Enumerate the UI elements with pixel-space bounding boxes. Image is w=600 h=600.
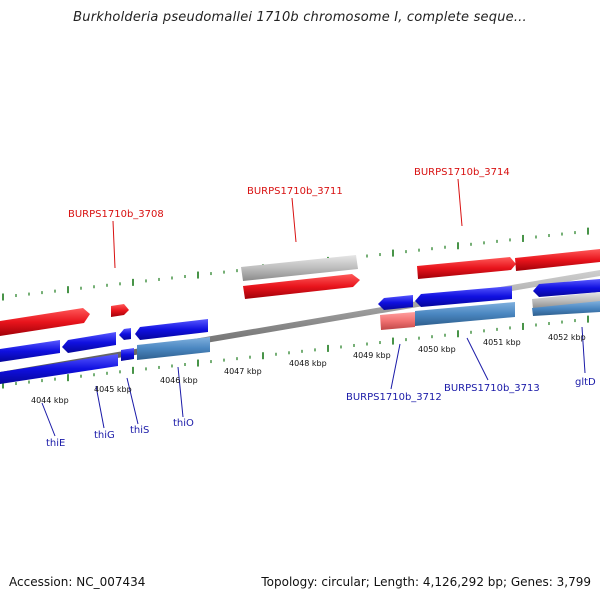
- label-leader-lines: [41, 178, 586, 437]
- map-title: Burkholderia pseudomallei 1710b chromoso…: [73, 10, 527, 25]
- leader-line: [112, 220, 116, 269]
- reverse-gene[interactable]: [62, 332, 116, 353]
- reverse-gene-thiS[interactable]: [119, 328, 131, 340]
- reverse-gene-label[interactable]: gltD: [575, 377, 596, 388]
- leader-line: [291, 197, 297, 243]
- reverse-gene-label[interactable]: BURPS1710b_3712: [346, 392, 442, 403]
- leader-line: [581, 326, 586, 374]
- reverse-gene-label[interactable]: thiO: [173, 418, 194, 429]
- leader-line: [466, 337, 489, 381]
- forward-gene[interactable]: [243, 274, 360, 299]
- reverse-gene-thiO[interactable]: [135, 319, 208, 340]
- scale-label: 4044 kbp: [31, 396, 69, 405]
- reverse-rna-gene[interactable]: [532, 301, 600, 316]
- reverse-gene-label[interactable]: BURPS1710b_3713: [444, 383, 540, 394]
- scale-label: 4052 kbp: [548, 333, 586, 342]
- scale-label: 4048 kbp: [289, 359, 327, 368]
- reverse-gene-thiE[interactable]: [0, 354, 118, 384]
- leader-line: [126, 377, 139, 425]
- reverse-gene-thiG[interactable]: [0, 340, 60, 362]
- forward-strand-track: [0, 249, 600, 336]
- leader-line: [95, 385, 105, 429]
- reverse-gene-BURPS1710b_3713[interactable]: [415, 286, 512, 307]
- accession-label: Accession: NC_007434: [9, 575, 146, 589]
- reverse-rna-gene[interactable]: [137, 337, 210, 360]
- topology-summary: Topology: circular; Length: 4,126,292 bp…: [261, 575, 591, 589]
- scale-label: 4047 kbp: [224, 367, 262, 376]
- reverse-gene-label[interactable]: thiE: [46, 438, 65, 449]
- leader-line: [177, 366, 184, 418]
- reverse-strand-track: [0, 279, 600, 384]
- forward-gene[interactable]: [111, 304, 129, 317]
- forward-gene[interactable]: [417, 257, 516, 279]
- forward-gene-label[interactable]: BURPS1710b_3714: [414, 167, 510, 178]
- scale-label: 4046 kbp: [160, 376, 198, 385]
- scale-label: 4049 kbp: [353, 351, 391, 360]
- reverse-gene-BURPS1710b_3712[interactable]: [378, 295, 413, 310]
- reverse-rna-gene[interactable]: [415, 302, 515, 326]
- reverse-gene-label[interactable]: thiS: [130, 425, 149, 436]
- scale-label: 4051 kbp: [483, 338, 521, 347]
- scale-label: 4050 kbp: [418, 345, 456, 354]
- leader-line: [390, 343, 401, 390]
- forward-gene-label[interactable]: BURPS1710b_3711: [247, 186, 343, 197]
- reverse-gene-label[interactable]: thiG: [94, 430, 115, 441]
- forward-gene[interactable]: [515, 249, 600, 271]
- pseudogene[interactable]: [241, 255, 358, 281]
- forward-gene-label[interactable]: BURPS1710b_3708: [68, 209, 164, 220]
- leader-line: [41, 402, 56, 437]
- pseudogene-partial[interactable]: [380, 312, 415, 330]
- scale-label: 4045 kbp: [94, 385, 132, 394]
- leader-line: [457, 178, 463, 227]
- reverse-gene[interactable]: [121, 348, 134, 361]
- reverse-gene-gltD[interactable]: [533, 279, 600, 297]
- forward-gene[interactable]: [0, 308, 90, 336]
